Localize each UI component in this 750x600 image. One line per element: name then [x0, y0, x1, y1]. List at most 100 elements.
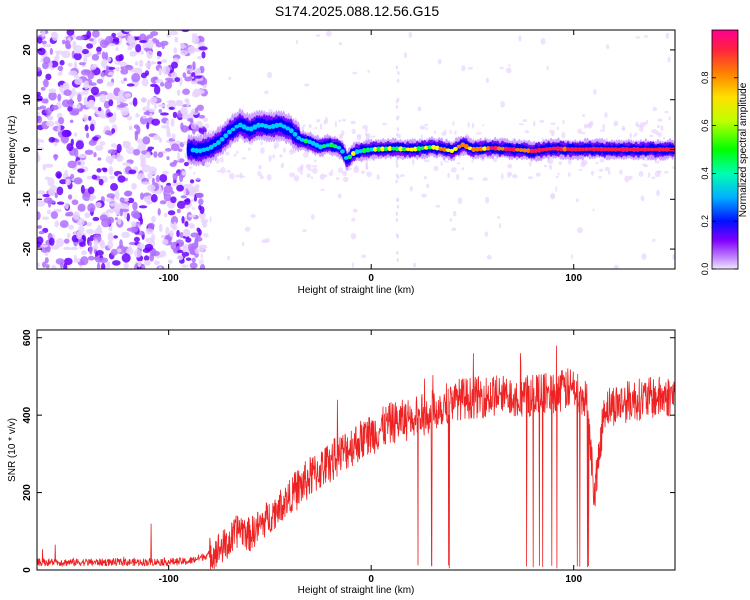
noise-blob	[91, 245, 99, 250]
ridge-core	[617, 147, 622, 152]
speckle	[512, 173, 518, 179]
streak	[365, 165, 369, 170]
colorbar-gradient	[712, 30, 738, 269]
noise-blob	[167, 259, 173, 264]
noise-blob	[115, 47, 119, 52]
noise-blob	[184, 204, 191, 209]
ridge-core	[391, 146, 396, 151]
speckle	[640, 195, 645, 202]
noise-blob	[147, 98, 151, 108]
noise-blob	[57, 65, 64, 72]
noise-blob	[98, 257, 109, 264]
speckle	[308, 123, 312, 129]
noise-blob	[93, 152, 97, 158]
speckle	[486, 254, 492, 260]
speckle	[651, 128, 658, 134]
noise-blob	[161, 43, 165, 50]
noise-blob	[188, 214, 197, 218]
noise-blob	[167, 210, 176, 216]
ridge-core	[252, 124, 258, 130]
noise-blob	[121, 253, 131, 263]
ridge-core	[657, 147, 663, 152]
noise-blob	[128, 125, 133, 131]
ridge-core	[507, 147, 513, 152]
noise-blob	[88, 115, 92, 121]
noise-blob	[190, 232, 199, 238]
ridge-core	[340, 149, 345, 154]
noise-blob	[95, 250, 104, 256]
speckle	[656, 189, 660, 197]
speckle	[228, 172, 235, 180]
noise-blob	[119, 197, 125, 203]
streak	[396, 132, 399, 137]
speckle	[550, 122, 556, 125]
speckle	[259, 174, 264, 180]
noise-blob	[47, 115, 54, 121]
speckle	[621, 127, 626, 130]
noise-blob	[149, 97, 158, 103]
noise-blob	[37, 225, 43, 229]
speckle	[672, 253, 675, 260]
noise-blob	[199, 263, 206, 269]
noise-blob	[119, 208, 124, 217]
speckle	[444, 160, 449, 163]
speckle	[577, 227, 583, 234]
speckle	[500, 101, 505, 108]
ridge-core	[558, 146, 564, 152]
ridge-core	[190, 147, 196, 153]
speckle	[668, 116, 671, 121]
speckle	[499, 66, 504, 70]
speckle	[304, 83, 310, 87]
noise-blob	[108, 43, 116, 47]
noise-blob	[106, 81, 114, 87]
noise-blob	[123, 262, 129, 269]
speckle	[506, 67, 512, 74]
noise-blob	[182, 112, 187, 116]
noise-blob	[73, 52, 82, 61]
speckle	[663, 170, 669, 174]
noise-blob	[153, 104, 158, 109]
speckle	[360, 170, 366, 174]
ridge-core	[569, 147, 575, 152]
ridge-core	[620, 146, 626, 153]
ridge-core	[442, 147, 447, 152]
speckle	[300, 164, 304, 170]
ridge-core	[533, 148, 539, 154]
noise-blob	[86, 43, 94, 49]
streak	[397, 71, 400, 76]
snr-y-label: SNR (10 * v/v)	[7, 418, 18, 482]
speckle	[239, 172, 243, 179]
noise-blob	[59, 85, 64, 93]
speckle	[191, 206, 196, 210]
speckle	[409, 186, 413, 192]
noise-blob	[40, 244, 49, 248]
noise-blob	[115, 55, 123, 62]
noise-blob	[48, 187, 56, 197]
noise-blob	[88, 99, 95, 108]
ridge-core	[394, 146, 400, 152]
speckle	[342, 118, 346, 122]
speckle	[600, 129, 605, 132]
noise-blob	[61, 39, 66, 45]
noise-blob	[134, 61, 138, 66]
speckle	[660, 125, 664, 131]
noise-blob	[198, 244, 206, 253]
noise-blob	[173, 221, 177, 230]
speckle	[633, 134, 636, 138]
noise-blob	[164, 81, 173, 90]
ridge-core	[478, 146, 484, 152]
noise-blob	[96, 168, 102, 173]
speckle	[289, 172, 296, 178]
noise-blob	[48, 91, 57, 101]
noise-blob	[179, 49, 188, 56]
noise-blob	[152, 134, 161, 141]
speckle	[280, 162, 285, 169]
speckle	[282, 147, 286, 153]
noise-blob	[147, 222, 155, 229]
noise-blob	[184, 98, 189, 103]
speckle	[607, 170, 611, 175]
ridge-core	[212, 142, 218, 147]
speckle	[635, 121, 639, 127]
streak	[395, 104, 399, 109]
x-tick-label: 0	[368, 273, 374, 284]
